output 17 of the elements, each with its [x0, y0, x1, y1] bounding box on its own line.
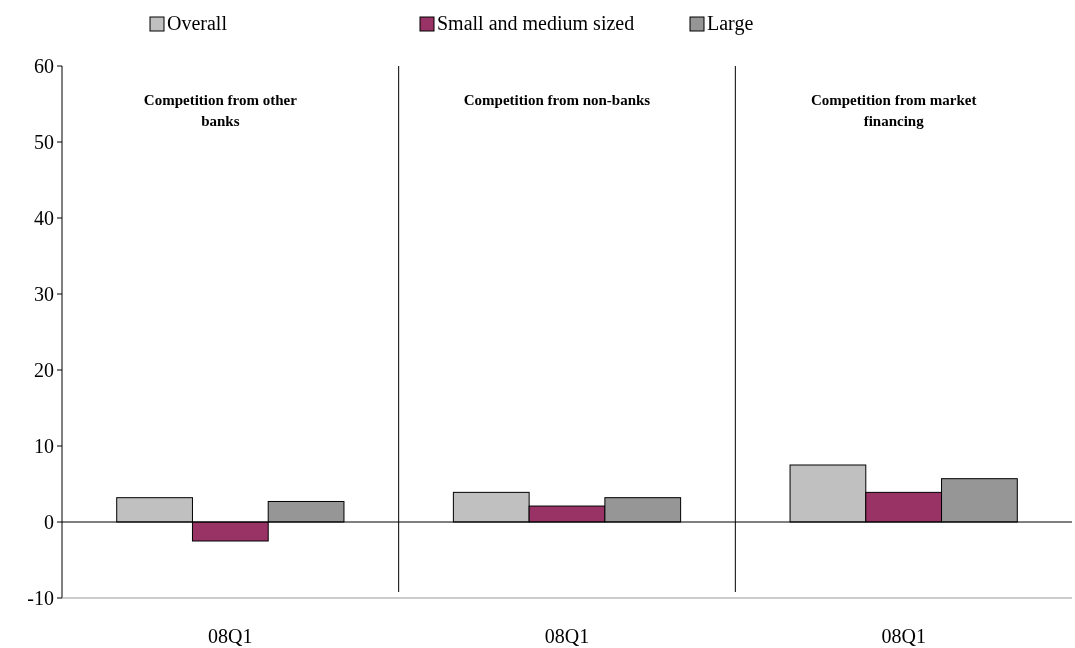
- y-tick-label: -10: [27, 587, 54, 609]
- annotation: Competition from non-banks: [463, 92, 651, 108]
- y-tick-label: 10: [34, 435, 54, 457]
- y-tick-label: 40: [34, 207, 54, 229]
- x-tick-label: 08Q1: [208, 625, 253, 647]
- y-tick-label: 30: [34, 283, 54, 305]
- legend-label: Small and medium sized: [437, 12, 635, 34]
- annotation: Competition from other banks: [143, 92, 298, 129]
- x-tick-label: 08Q1: [544, 625, 590, 647]
- y-tick-label: 0: [44, 511, 54, 533]
- y-tick-label: 60: [34, 55, 54, 77]
- legend-label: Large: [707, 12, 754, 35]
- y-tick-label: 50: [34, 131, 54, 153]
- annotation: Competition from market financing: [810, 92, 977, 129]
- legend-label: Overall: [167, 12, 228, 34]
- x-tick-label: 08Q1: [881, 625, 926, 647]
- y-tick-label: 20: [34, 359, 54, 381]
